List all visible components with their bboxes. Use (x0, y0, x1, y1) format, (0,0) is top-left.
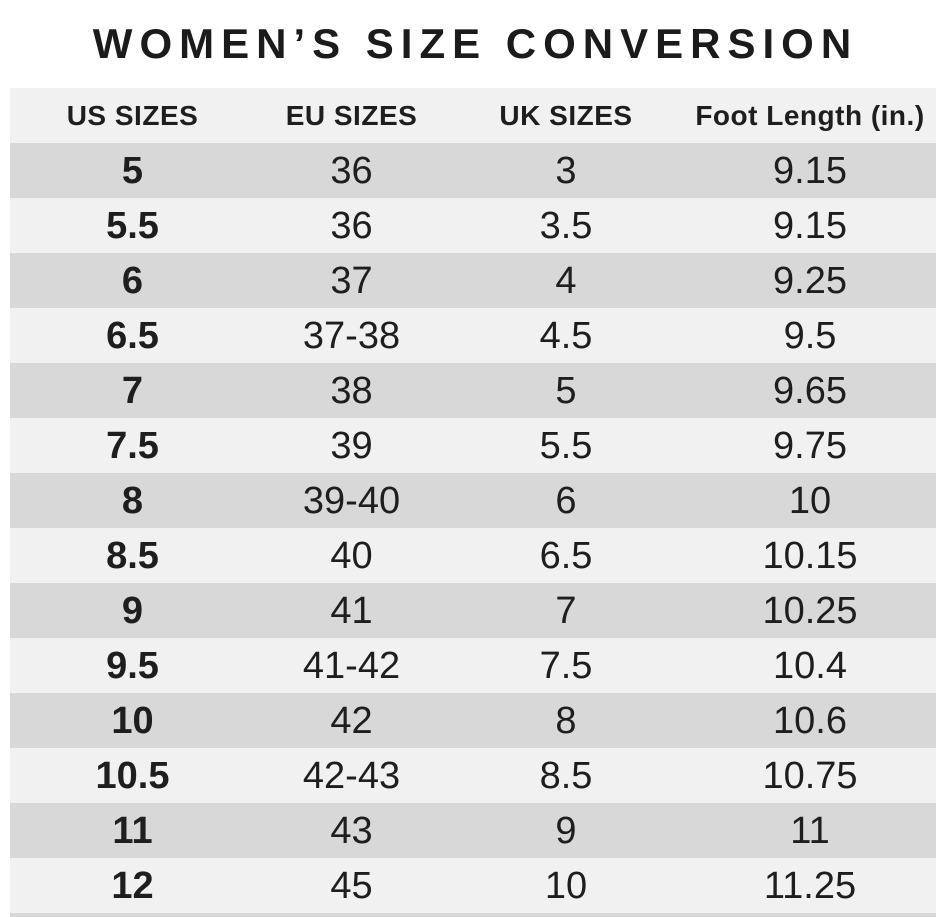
cell-foot-size: 10.75 (762, 754, 858, 797)
table-row: 7 38 5 9.65 (10, 363, 936, 418)
cell-us-size: 7 (121, 369, 144, 412)
cell-us-size: 5 (121, 149, 144, 192)
cell-eu-size: 41-42 (302, 644, 401, 687)
cell-uk-size: 3 (555, 149, 577, 192)
cell-uk-size: 8 (555, 699, 577, 742)
cell-foot-size: 9.15 (773, 204, 847, 247)
cell-us-size: 7.5 (106, 424, 159, 467)
cell-eu-size: 39 (330, 424, 373, 467)
cell-uk-size: 4 (555, 259, 577, 302)
cell-foot-size: 10.25 (762, 589, 858, 632)
cell-foot-size: 10.15 (762, 534, 858, 577)
column-header-us-sizes: US SIZES (66, 99, 199, 131)
cell-foot-size: 11 (790, 809, 830, 852)
cell-us-size: 9 (121, 589, 144, 632)
table-row: 5.5 36 3.5 9.15 (10, 198, 936, 253)
cell-us-size: 12 (111, 864, 154, 907)
table-header-row: US SIZES EU SIZES UK SIZES Foot Length (… (10, 88, 936, 143)
cell-uk-size: 10 (544, 864, 588, 907)
cell-foot-size: 9.5 (783, 314, 837, 357)
cell-us-size: 6 (121, 259, 144, 302)
cell-foot-size: 9.15 (773, 149, 847, 192)
table-row: 8.5 40 6.5 10.15 (10, 528, 936, 583)
cell-uk-size: 6.5 (539, 534, 593, 577)
cell-eu-size: 37-38 (302, 314, 401, 357)
table-body: 5 36 3 9.15 5.5 36 3.5 9.15 6 37 4 9.25 6.5 37-38 4.5 9… (10, 143, 936, 913)
cell-eu-size: 45 (330, 864, 373, 907)
table-row: 11 43 9 11 (10, 803, 936, 858)
cell-uk-size: 7 (555, 589, 577, 632)
cell-uk-size: 3.5 (539, 204, 593, 247)
table-row: 6.5 37-38 4.5 9.5 (10, 308, 936, 363)
table-row: 12 45 10 11.25 (10, 858, 936, 913)
cell-foot-size: 10.6 (773, 699, 847, 742)
table-row: 10 42 8 10.6 (10, 693, 936, 748)
table-row: 10.5 42-43 8.5 10.75 (10, 748, 936, 803)
cell-eu-size: 36 (330, 149, 373, 192)
cell-us-size: 8.5 (106, 534, 159, 577)
cell-eu-size: 43 (330, 809, 373, 852)
cell-us-size: 9.5 (106, 644, 159, 687)
cell-us-size: 8 (121, 479, 144, 522)
page-title: WOMEN’S SIZE CONVERSION (92, 20, 859, 67)
cell-us-size: 5.5 (106, 204, 159, 247)
cell-uk-size: 4.5 (539, 314, 593, 357)
cell-us-size: 6.5 (106, 314, 159, 357)
cell-eu-size: 42 (330, 699, 373, 742)
cell-eu-size: 36 (330, 204, 373, 247)
table-row: 6 37 4 9.25 (10, 253, 936, 308)
cell-foot-size: 9.65 (773, 369, 847, 412)
cell-us-size: 10.5 (95, 754, 170, 797)
cell-uk-size: 5 (555, 369, 577, 412)
cell-foot-size: 10.4 (773, 644, 847, 687)
table-row: 8 39-40 6 10 (10, 473, 936, 528)
table-row: 9.5 41-42 7.5 10.4 (10, 638, 936, 693)
column-header-eu-sizes: EU SIZES (285, 99, 418, 131)
cell-eu-size: 38 (330, 369, 373, 412)
cell-us-size: 11 (112, 809, 153, 852)
column-header-foot-length: Foot Length (in.) (695, 99, 925, 131)
cell-eu-size: 37 (330, 259, 373, 302)
cell-eu-size: 40 (330, 534, 373, 577)
cell-uk-size: 7.5 (539, 644, 593, 687)
cell-eu-size: 39-40 (302, 479, 401, 522)
size-conversion-table: US SIZES EU SIZES UK SIZES Foot Length (… (10, 88, 936, 917)
cell-foot-size: 10 (788, 479, 832, 522)
cell-eu-size: 42-43 (302, 754, 401, 797)
table-row: 9 41 7 10.25 (10, 583, 936, 638)
column-header-uk-sizes: UK SIZES (499, 99, 633, 131)
cell-uk-size: 6 (555, 479, 577, 522)
cell-eu-size: 41 (330, 589, 373, 632)
cell-uk-size: 8.5 (539, 754, 593, 797)
cell-uk-size: 9 (555, 809, 577, 852)
cell-foot-size: 9.75 (773, 424, 847, 467)
cell-uk-size: 5.5 (539, 424, 593, 467)
table-row: 7.5 39 5.5 9.75 (10, 418, 936, 473)
cell-foot-size: 11.25 (763, 864, 857, 907)
partial-next-row (10, 913, 936, 917)
cell-us-size: 10 (111, 699, 154, 742)
table-row: 5 36 3 9.15 (10, 143, 936, 198)
cell-foot-size: 9.25 (773, 259, 847, 302)
